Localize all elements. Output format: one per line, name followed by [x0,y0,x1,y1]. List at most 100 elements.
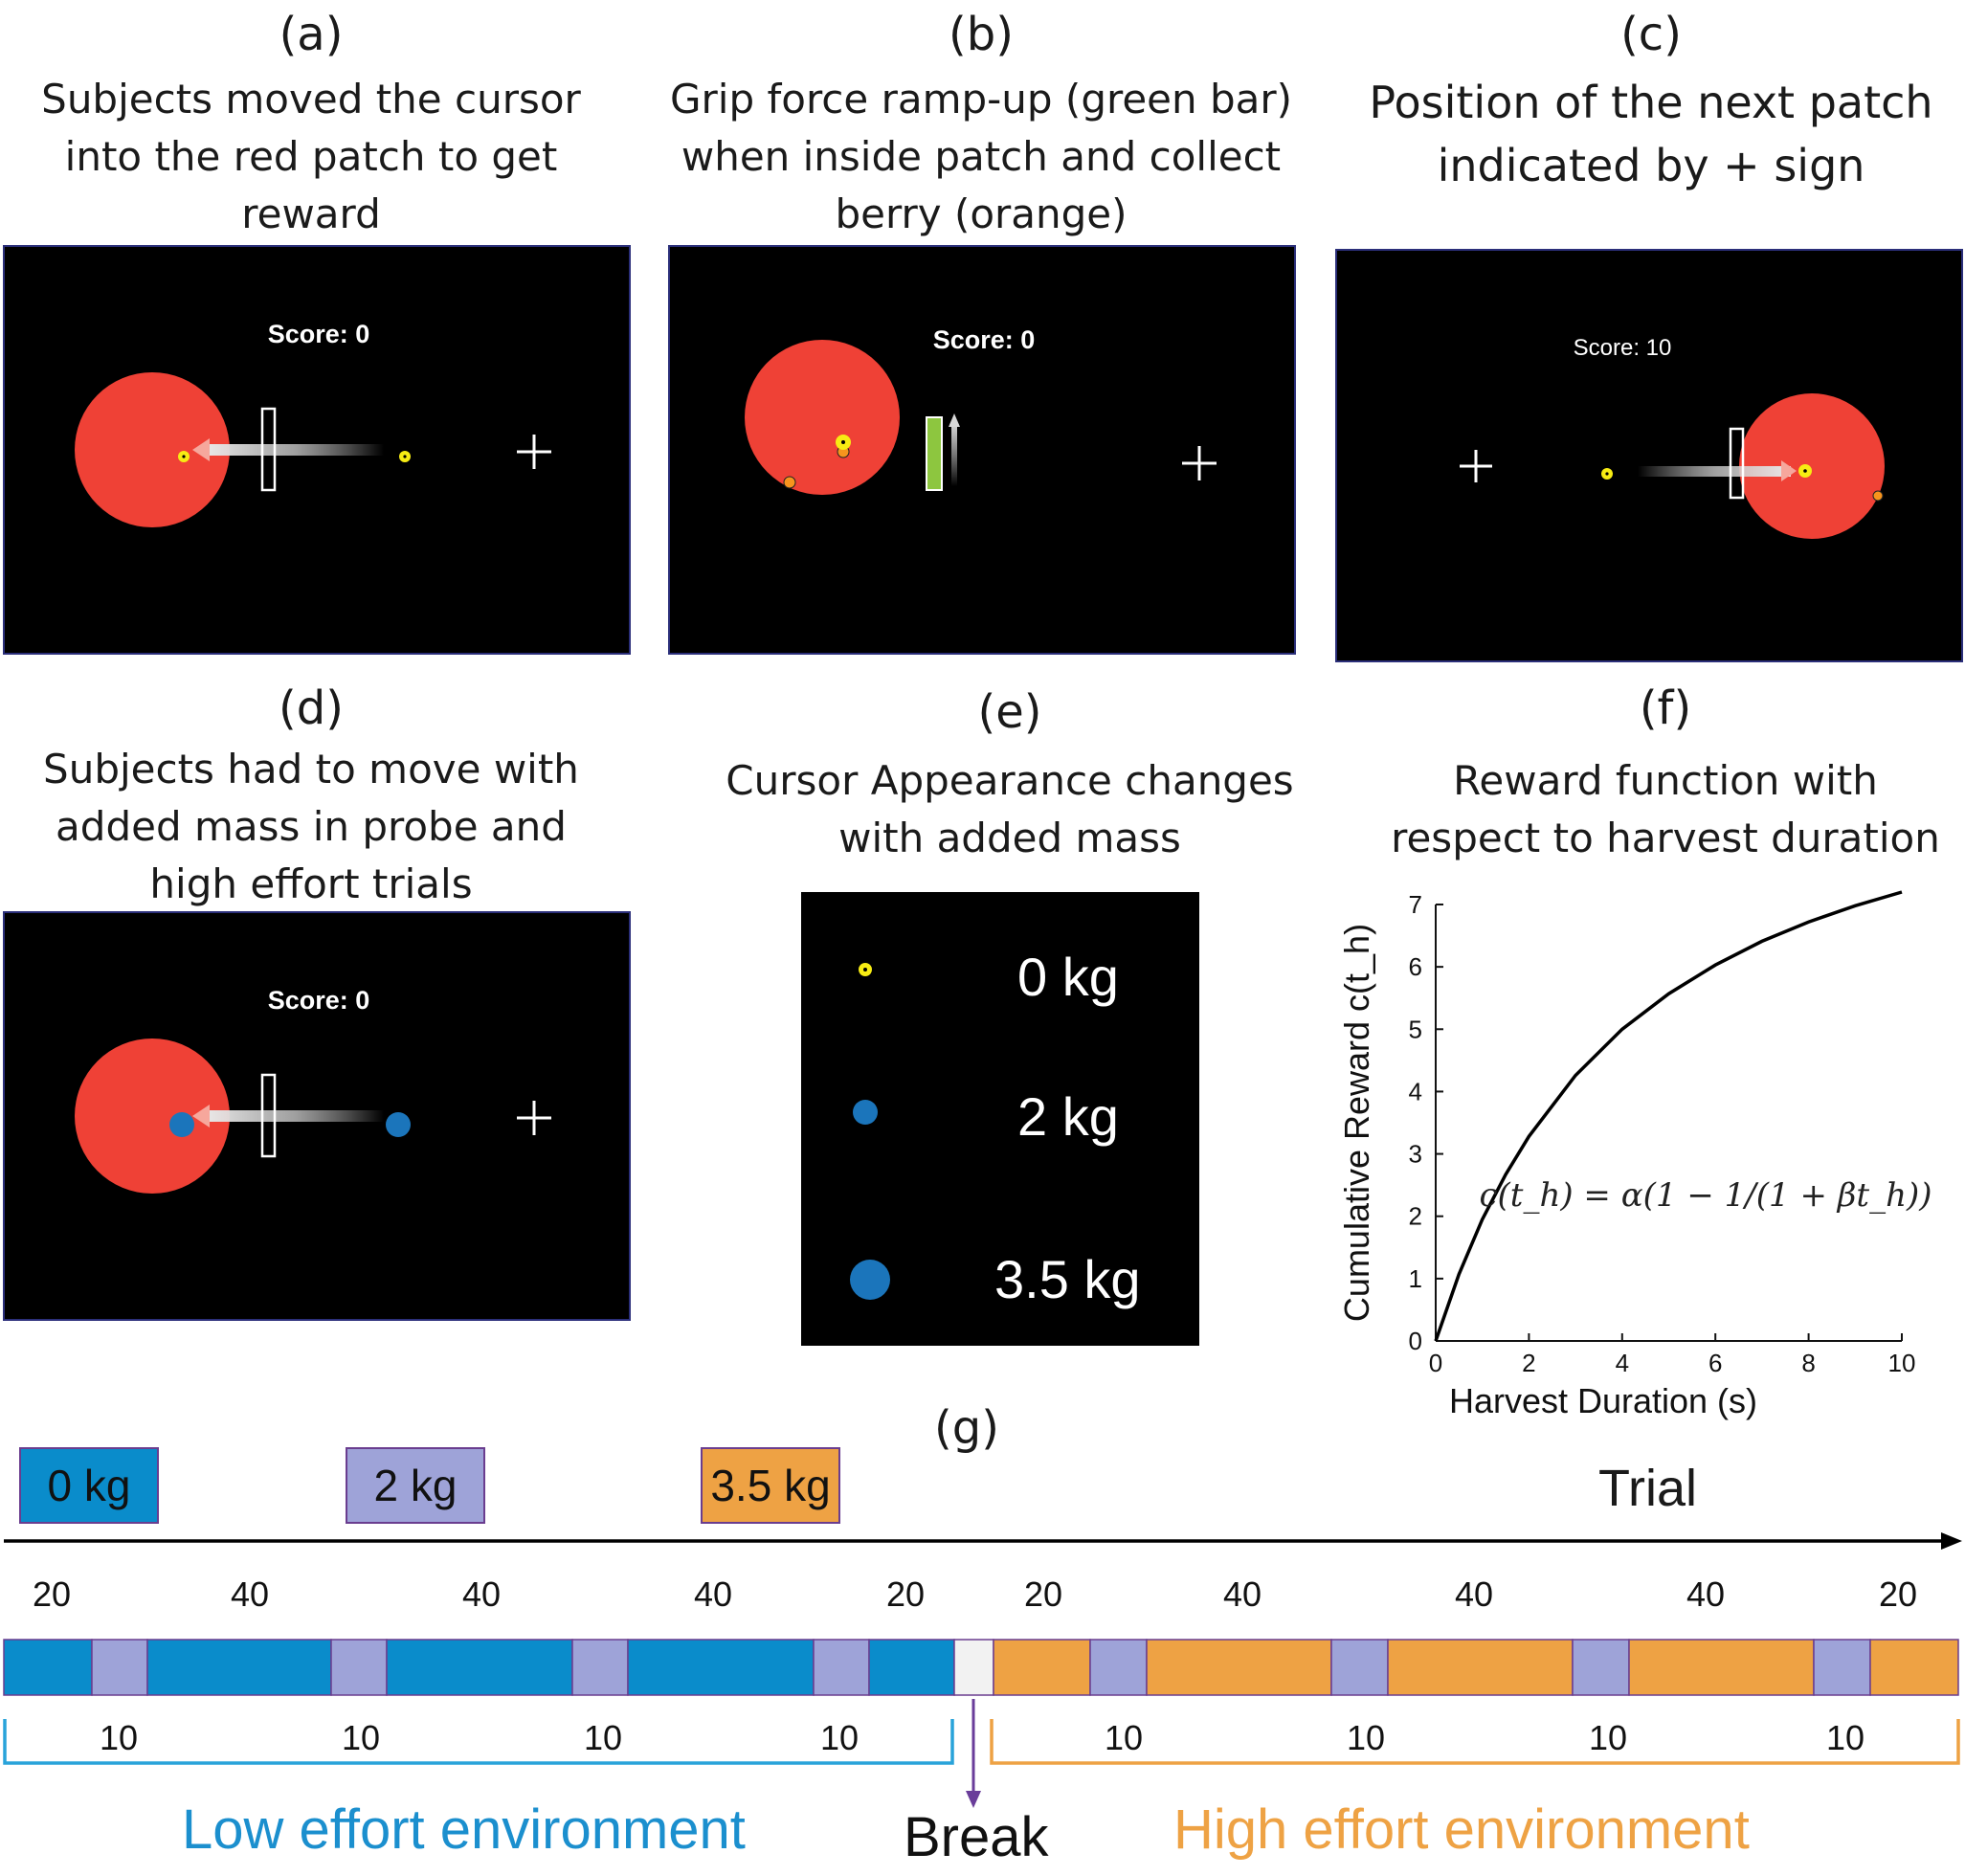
x-tick-label: 2 [1522,1349,1535,1377]
block-size-label: 20 [1878,1574,1918,1614]
low-effort-block [868,1639,955,1696]
reward-patch [1739,393,1885,539]
reward-curve [1434,890,1903,1342]
panel-a-scene [75,372,551,527]
panel-e-title: Cursor Appearance changes with added mas… [726,757,1294,861]
panel-a-label: (a) [279,8,344,61]
panel-c-screen: Score: 10 [1335,249,1963,662]
high-effort-block [1146,1639,1332,1696]
probe-size-label: 10 [1346,1718,1386,1757]
low-effort-block [386,1639,573,1696]
block-size-label: 20 [32,1574,72,1614]
grip-force-bar [926,416,943,491]
reward-chart: 0 2 4 6 8 10 0 1 2 3 4 5 6 7 Cumulative Reward c(t_h)… [1337,890,1932,1420]
cursor-2kg-icon [853,1100,878,1125]
mass-label-3-5kg: 3.5 kg [994,1249,1141,1309]
panel-b-scene [745,340,1217,495]
arrow-head [192,438,210,461]
block-size-label: 40 [1686,1574,1726,1614]
x-axis-label: Harvest Duration (s) [1449,1381,1757,1420]
break-block [953,1639,994,1696]
probe-size-label: 10 [1104,1718,1144,1757]
y-tick-label: 3 [1409,1140,1422,1169]
high-effort-block [1628,1639,1815,1696]
score-text: Score: 0 [932,325,1036,354]
arrow-head [1781,460,1797,481]
y-tick-label: 0 [1409,1327,1422,1355]
panel-f-title: Reward function with respect to harvest … [1391,757,1940,861]
trial-axis [4,1532,1962,1550]
plus-icon [517,435,551,469]
break-arrow [966,1699,981,1808]
block-size-label: 40 [461,1574,502,1614]
high-effort-block [993,1639,1091,1696]
arrow-head [192,1105,210,1128]
panel-c-label: (c) [1620,8,1682,61]
mass-cursor-start-dot [386,1112,411,1137]
block-size-label: 40 [230,1574,270,1614]
environment-brackets [3,1719,1960,1765]
legend-3-5kg: 3.5 kg [701,1447,840,1524]
reward-patch [75,372,230,527]
block-size-label: 40 [1454,1574,1494,1614]
arrow-down-icon [966,1791,981,1808]
plus-icon [517,1101,551,1135]
high-effort-block [1869,1639,1959,1696]
x-tick-label: 6 [1708,1349,1722,1377]
movement-trail [206,444,384,456]
reward-equation: c(t_h) = α(1 − 1/(1 + βt_h)) [1479,1176,1932,1215]
y-axis-label: Cumulative Reward c(t_h) [1337,924,1376,1322]
y-tick-label: 5 [1409,1015,1422,1043]
panel-d-label: (d) [279,681,344,735]
x-tick-label: 10 [1888,1349,1916,1377]
low-effort-label: Low effort environment [182,1798,746,1861]
probe-size-label: 10 [819,1718,860,1757]
block-size-label: 40 [693,1574,733,1614]
panel-a-title: Subjects moved the cursor into the red p… [41,76,581,237]
high-effort-bracket [990,1719,1960,1765]
probe-block [91,1639,148,1696]
block-size-label: 20 [885,1574,926,1614]
probe-size-label: 10 [583,1718,623,1757]
score-text: Score: 0 [267,320,370,348]
panel-c-title: Position of the next patch indicated by … [1369,77,1933,191]
arrow-right-icon [1941,1532,1962,1550]
probe-block [813,1639,870,1696]
mass-label-2kg: 2 kg [1017,1086,1119,1147]
block-size-label: 20 [1023,1574,1063,1614]
panel-c-scene [1460,393,1885,539]
legend-0kg: 0 kg [19,1447,159,1524]
legend-2kg: 2 kg [346,1447,485,1524]
x-tick-label: 8 [1801,1349,1815,1377]
reward-patch [745,340,900,495]
low-effort-block [627,1639,815,1696]
panel-b-label: (b) [949,8,1014,61]
probe-size-label: 10 [1588,1718,1628,1757]
probe-block [571,1639,629,1696]
probe-block [1330,1639,1389,1696]
panel-b-title: Grip force ramp-up (green bar) when insi… [669,76,1293,237]
movement-trail [1638,466,1791,477]
panel-f-label: (f) [1639,681,1692,735]
panel-d-screen: Score: 0 [3,911,631,1321]
start-bar [260,407,277,492]
berry [1872,490,1884,502]
probe-size-label: 10 [1825,1718,1865,1757]
y-tick-label: 2 [1409,1202,1422,1231]
panel-b-screen: Score: 0 [668,245,1296,655]
high-effort-block [1387,1639,1574,1696]
ramp-up-arrow [951,423,957,486]
mass-legend-dots [850,963,890,1300]
low-effort-block [146,1639,332,1696]
probe-block [1089,1639,1148,1696]
probe-size-label: 10 [341,1718,381,1757]
chart-axes [1435,904,1902,1342]
block-size-label: 40 [1222,1574,1262,1614]
y-tick-label: 1 [1409,1264,1422,1293]
panel-e-label: (e) [977,685,1042,739]
x-tick-label: 0 [1429,1349,1442,1377]
plus-icon [1460,450,1492,482]
y-tick-label: 6 [1409,952,1422,981]
probe-block [1813,1639,1871,1696]
probe-size-label: 10 [99,1718,139,1757]
